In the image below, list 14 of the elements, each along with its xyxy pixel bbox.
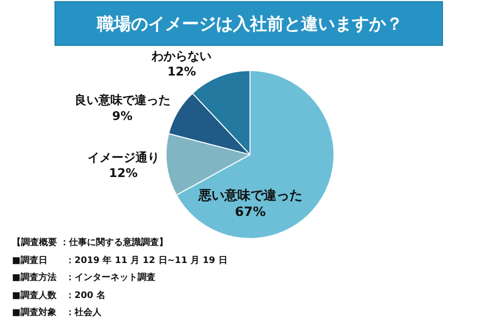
- slice-label: イメージ通り: [87, 150, 160, 165]
- text: ■調査方法 ：インターネット調査: [12, 272, 156, 283]
- text: ■調査日 ：2019 年 11 月 12 日~11 月 19 日: [12, 255, 228, 266]
- data-label: 67%: [234, 205, 266, 220]
- data-label: 12%: [167, 64, 196, 78]
- text: ■調査対象 ：社会人: [12, 307, 103, 318]
- chart-title: 職場のイメージは入社前と違いますか？: [96, 14, 403, 34]
- text: 【調査概要 ：仕事に関する意識調査】: [12, 237, 168, 248]
- data-label: 12%: [108, 166, 138, 180]
- slice-label: わからない: [150, 48, 212, 63]
- slice-label: 悪い意味で違った: [197, 187, 302, 204]
- text: ■調査人数 ：200 名: [12, 290, 106, 301]
- slice-label: 良い意味で違った: [74, 93, 170, 108]
- data-label: 9%: [112, 108, 132, 123]
